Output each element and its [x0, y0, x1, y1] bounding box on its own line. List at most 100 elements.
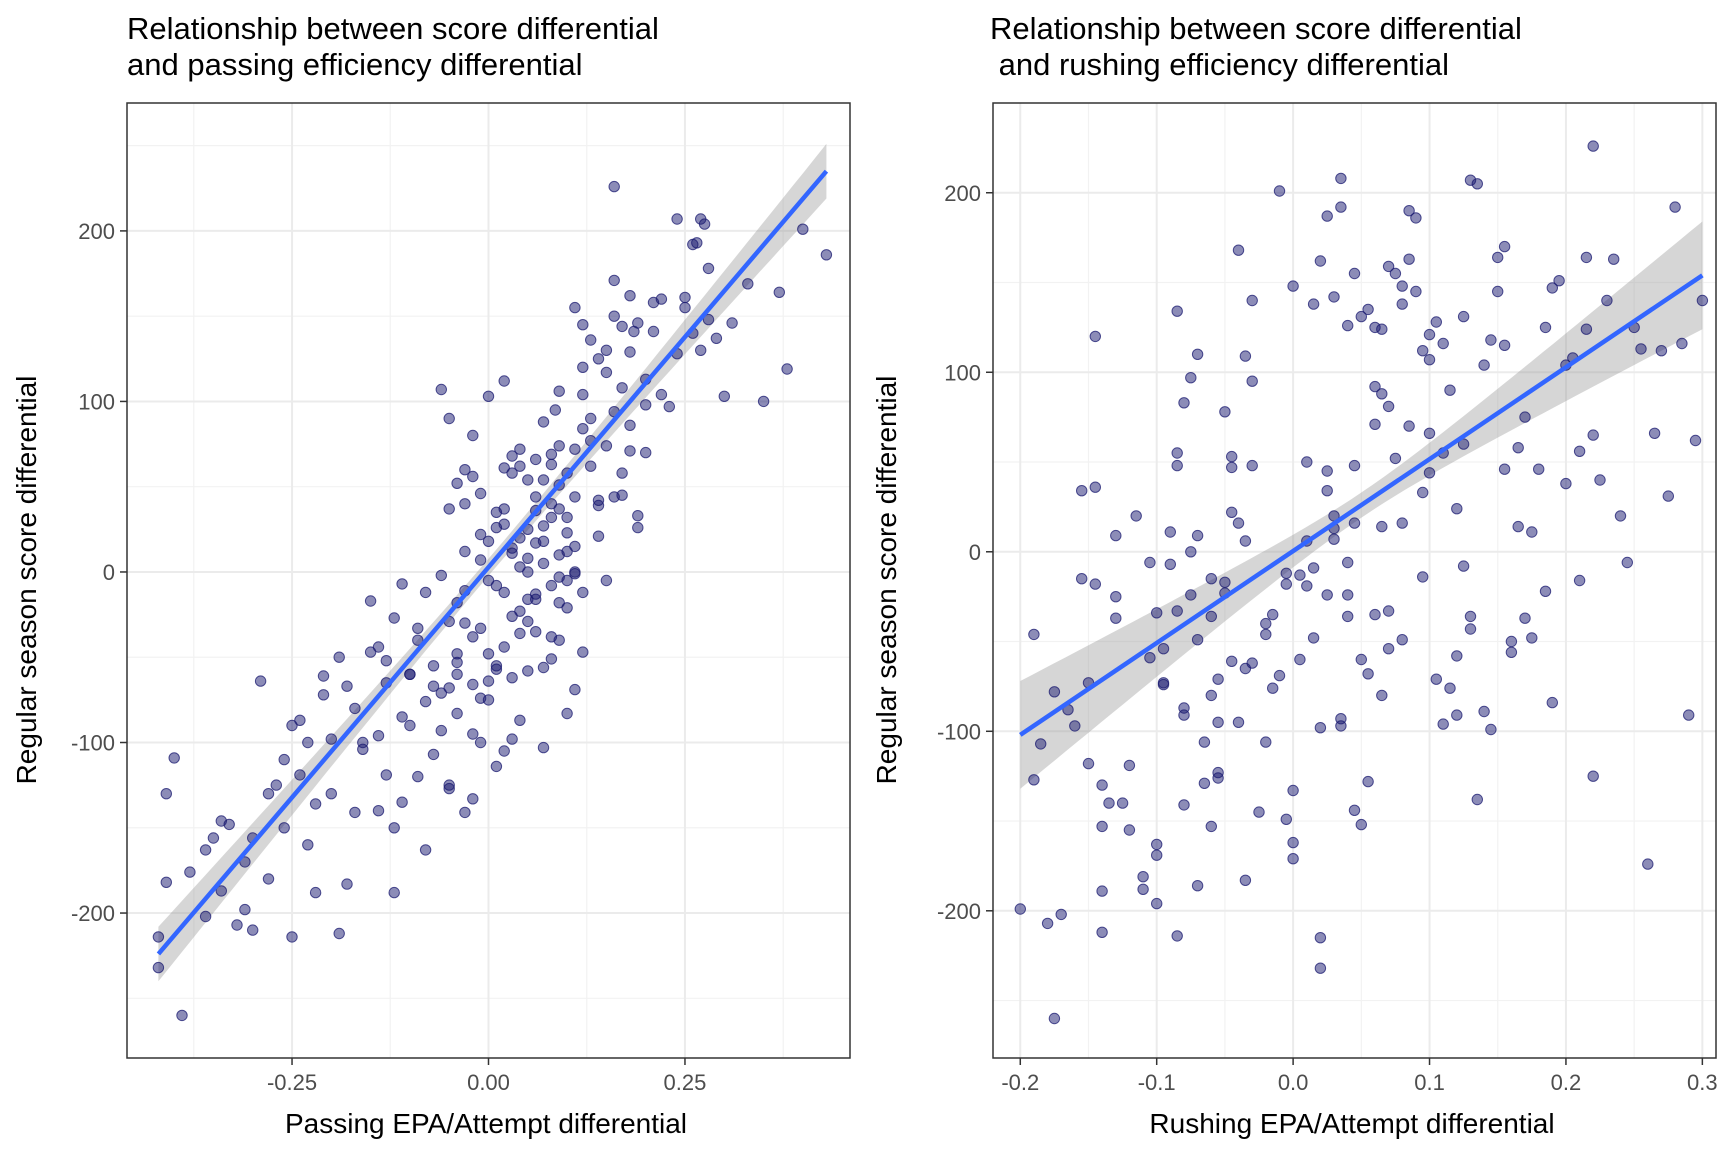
- rushing-data-point: [1396, 634, 1408, 646]
- passing-data-point: [569, 491, 581, 503]
- passing-data-point: [443, 682, 455, 694]
- rushing-data-point: [1212, 716, 1224, 728]
- passing-data-point: [152, 931, 165, 943]
- passing-data-point: [317, 689, 330, 701]
- passing-data-point: [294, 769, 306, 781]
- passing-data-point: [459, 498, 471, 510]
- passing-data-point: [530, 588, 542, 600]
- passing-data-point: [498, 641, 510, 653]
- passing-data-point: [498, 745, 510, 757]
- passing-y-tick-label: -100: [71, 731, 115, 756]
- passing-data-point: [698, 218, 711, 230]
- rushing-data-point: [1103, 797, 1115, 809]
- passing-data-point: [380, 769, 392, 781]
- passing-data-point: [419, 695, 432, 708]
- passing-data-point: [286, 931, 298, 943]
- rushing-data-point: [1205, 610, 1218, 623]
- rushing-data-point: [1287, 784, 1299, 797]
- rushing-data-point: [1348, 517, 1361, 529]
- rushing-data-point: [1423, 328, 1436, 341]
- passing-data-point: [624, 419, 636, 431]
- rushing-data-point: [1110, 529, 1122, 542]
- passing-data-point: [561, 527, 573, 539]
- passing-data-point: [624, 346, 636, 358]
- passing-data-point: [247, 924, 259, 936]
- rushing-data-point: [1178, 799, 1190, 811]
- passing-data-point: [451, 648, 463, 660]
- rushing-data-point: [1212, 772, 1224, 784]
- rushing-data-point: [1505, 635, 1518, 648]
- rushing-data-point: [1239, 350, 1252, 362]
- passing-data-point: [624, 290, 636, 302]
- rushing-data-point: [1096, 885, 1108, 897]
- passing-data-point: [592, 353, 605, 365]
- passing-data-point: [577, 388, 589, 401]
- rushing-data-point: [1498, 240, 1511, 253]
- passing-data-point: [506, 467, 518, 479]
- rushing-data-point: [1246, 459, 1258, 472]
- rushing-data-point: [1526, 632, 1538, 644]
- passing-regression-line: [156, 169, 829, 956]
- passing-data-point: [482, 694, 495, 706]
- passing-data-point: [514, 443, 526, 455]
- passing-data-point: [679, 301, 691, 314]
- passing-data-point: [616, 489, 628, 501]
- passing-data-point: [160, 876, 173, 888]
- rushing-data-point: [1362, 668, 1374, 680]
- passing-data-point: [632, 510, 644, 522]
- rushing-data-point: [1642, 858, 1654, 870]
- passing-data-point: [628, 325, 640, 338]
- rushing-data-point: [1035, 738, 1047, 750]
- passing-data-point: [718, 390, 730, 402]
- passing-data-point: [530, 491, 542, 503]
- rushing-data-point: [1294, 569, 1306, 581]
- rushing-data-point: [1539, 321, 1552, 334]
- passing-data-point: [616, 467, 628, 479]
- rushing-ticks: -0.2 -0.1 0.0 0.1 0.2 0.3 -200 -100 0 100 200: [937, 181, 1718, 1095]
- rushing-data-point: [1028, 628, 1040, 641]
- rushing-data-point: [1389, 267, 1402, 280]
- rushing-fit-line: [1019, 273, 1704, 737]
- passing-ticks: -0.25 0.00 0.25 -200 -100 0 100 200: [71, 219, 706, 1095]
- rushing-data-point: [1539, 585, 1552, 597]
- passing-data-point: [160, 788, 173, 800]
- passing-data-point: [695, 344, 707, 356]
- rushing-data-point: [1151, 849, 1163, 861]
- passing-data-point: [537, 520, 550, 532]
- passing-data-point: [427, 748, 440, 761]
- passing-data-point: [333, 651, 345, 663]
- rushing-data-point: [1287, 280, 1299, 292]
- rushing-data-point: [1492, 251, 1504, 264]
- rushing-data-point: [1423, 427, 1436, 439]
- rushing-data-point: [1451, 709, 1463, 721]
- rushing-data-point: [1110, 591, 1122, 603]
- passing-data-point: [537, 741, 550, 754]
- passing-data-point: [608, 180, 620, 193]
- passing-data-point: [569, 683, 581, 696]
- passing-data-point: [671, 213, 683, 225]
- rushing-data-point: [1219, 406, 1231, 418]
- rushing-data-point: [1648, 427, 1661, 439]
- passing-data-point: [585, 412, 597, 425]
- passing-data-point: [467, 631, 479, 643]
- passing-data-point: [168, 752, 180, 764]
- rushing-data-point: [1430, 673, 1443, 685]
- passing-data-point: [152, 961, 165, 974]
- rushing-data-point: [1417, 571, 1429, 583]
- rushing-data-point: [1328, 533, 1340, 545]
- passing-data-point: [443, 412, 455, 425]
- rushing-data-point: [1587, 140, 1599, 152]
- rushing-data-point: [1519, 411, 1531, 423]
- passing-data-point: [349, 806, 361, 819]
- rushing-data-point: [1089, 481, 1102, 493]
- rushing-x-tick-label: 0.2: [1551, 1070, 1582, 1095]
- rushing-y-axis-title: Regular season score differential: [871, 376, 902, 785]
- passing-data-point: [545, 511, 558, 524]
- rushing-data-point: [1321, 210, 1333, 222]
- rushing-data-point: [1376, 520, 1388, 533]
- rushing-data-point: [1164, 526, 1177, 538]
- passing-data-point: [608, 274, 620, 287]
- rushing-data-point: [1307, 632, 1320, 644]
- rushing-x-tick-label: -0.2: [1001, 1070, 1039, 1095]
- rushing-x-tick-label: 0.1: [1414, 1070, 1445, 1095]
